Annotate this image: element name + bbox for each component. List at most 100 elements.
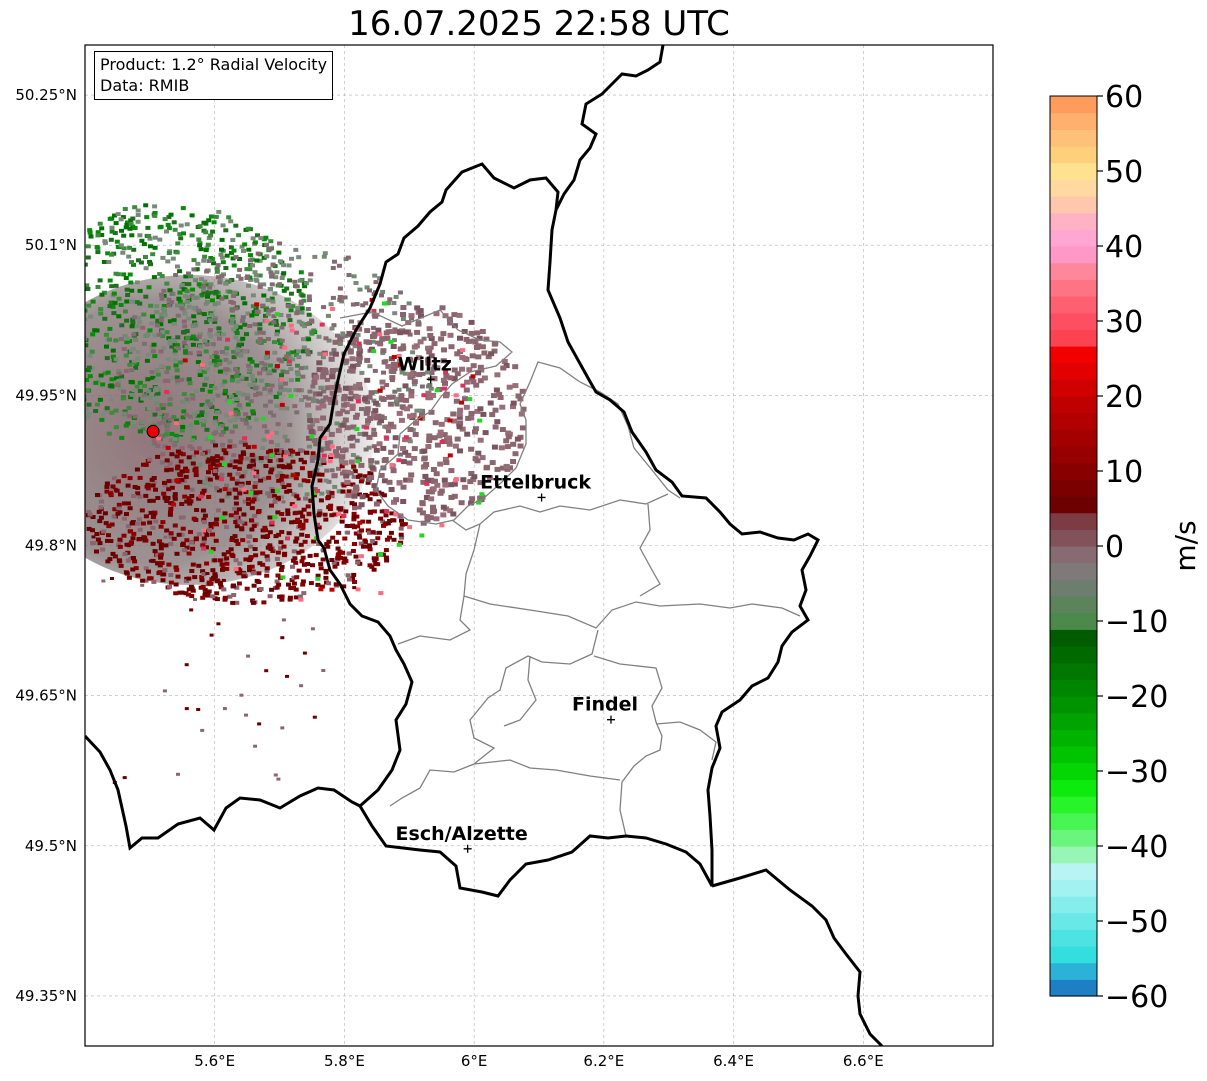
radar-echo-pixel: [352, 506, 357, 511]
radar-echo-pixel: [283, 474, 289, 479]
radar-echo-pixel: [181, 330, 187, 334]
radar-echo-pixel: [209, 384, 215, 388]
radar-echo-pixel: [316, 525, 322, 530]
radar-echo-pixel: [164, 412, 169, 417]
radar-echo-pixel: [251, 523, 257, 528]
radar-echo-pixel: [436, 433, 443, 439]
radar-echo-pixel: [85, 368, 91, 373]
radar-echo-pixel: [165, 496, 171, 500]
radar-echo-pixel: [154, 368, 160, 373]
radar-echo-pixel: [353, 531, 359, 536]
radar-echo-pixel: [218, 581, 223, 586]
radar-echo-pixel: [354, 438, 360, 443]
radar-echo-pixel: [46, 263, 51, 267]
radar-echo-pixel: [285, 508, 291, 513]
radar-echo-pixel: [275, 422, 281, 427]
radar-echo-pixel: [250, 466, 256, 471]
radar-echo-pixel: [336, 263, 342, 268]
radar-echo-pixel: [300, 374, 306, 379]
radar-echo-pixel: [169, 452, 175, 457]
radar-echo-pixel: [274, 312, 280, 317]
radar-echo-pixel: [264, 568, 270, 573]
radar-echo-pixel: [442, 380, 448, 386]
radar-echo-pixel: [115, 244, 121, 249]
radar-echo-pixel: [251, 444, 257, 449]
radar-echo-pixel: [234, 397, 240, 401]
radar-echo-pixel: [193, 598, 197, 601]
radar-echo-pixel: [243, 547, 249, 552]
radar-echo-pixel: [184, 707, 189, 711]
radar-echo-pixel: [342, 417, 349, 423]
colorbar-segment: [1050, 212, 1097, 230]
radar-echo-pixel: [242, 436, 248, 441]
radar-echo-pixel: [305, 402, 311, 408]
radar-echo-pixel: [242, 322, 248, 327]
radar-echo-pixel: [406, 301, 412, 306]
radar-echo-pixel: [459, 426, 466, 432]
radar-echo-pixel: [459, 366, 465, 372]
radar-echo-pixel: [229, 476, 235, 481]
radar-echo-pixel: [184, 299, 190, 304]
radar-echo-pixel: [137, 288, 143, 293]
radar-echo-pixel: [50, 282, 55, 286]
radar-echo-pixel: [158, 546, 164, 551]
city-findel: Findel: [572, 694, 638, 724]
radar-echo-pixel: [300, 579, 306, 584]
radar-echo-pixel: [397, 452, 403, 457]
radar-echo-pixel: [291, 575, 297, 580]
radar-echo-pixel: [173, 363, 179, 368]
radar-echo-pixel: [122, 333, 128, 338]
radar-echo-pixel: [280, 726, 285, 730]
radar-echo-pixel: [292, 279, 298, 284]
radar-echo-pixel: [246, 363, 252, 368]
radar-echo-pixel: [88, 314, 94, 319]
radar-echo-pixel: [405, 320, 412, 326]
radar-echo-pixel: [79, 367, 84, 371]
radar-echo-pixel: [201, 572, 207, 577]
radar-echo-pixel: [212, 572, 218, 577]
radar-echo-pixel: [321, 305, 327, 310]
radar-echo-pixel: [250, 304, 256, 309]
radar-echo-pixel: [153, 386, 159, 391]
radar-echo-pixel: [199, 362, 205, 367]
radar-echo-pixel: [422, 473, 429, 479]
radar-echo-pixel: [439, 305, 446, 311]
radar-echo-pixel: [207, 477, 213, 482]
radar-echo-pixel: [123, 225, 129, 230]
radar-echo-pixel: [214, 454, 220, 459]
radar-echo-pixel: [373, 280, 379, 285]
radar-echo-pixel: [296, 550, 302, 555]
radar-echo-pixel: [367, 364, 373, 369]
radar-echo-pixel: [382, 522, 388, 527]
radar-echo-pixel: [214, 597, 220, 602]
radar-echo-pixel: [224, 525, 229, 530]
radar-echo-pixel: [192, 412, 198, 417]
radar-echo-pixel: [294, 520, 299, 524]
radar-echo-pixel: [268, 321, 274, 326]
radar-echo-pixel: [177, 472, 183, 477]
radar-echo-pixel: [278, 388, 284, 393]
radar-echo-pixel: [266, 434, 271, 439]
radar-echo-pixel: [351, 515, 357, 520]
colorbar-tick-label: 0: [1105, 530, 1124, 565]
radar-echo-pixel: [464, 431, 471, 437]
radar-echo-pixel: [85, 388, 91, 393]
radar-echo-pixel: [280, 322, 286, 327]
radar-echo-pixel: [108, 491, 114, 496]
radar-echo-pixel: [130, 567, 136, 572]
radar-echo-pixel: [116, 371, 122, 376]
radar-echo-pixel: [150, 314, 155, 319]
radar-echo-pixel: [440, 504, 447, 510]
radar-echo-pixel: [201, 546, 207, 551]
colorbar-segment: [1050, 129, 1097, 147]
radar-echo-pixel: [265, 337, 271, 341]
radar-echo-pixel: [493, 387, 500, 393]
radar-echo-pixel: [392, 435, 399, 441]
radar-echo-pixel: [227, 472, 233, 477]
radar-echo-pixel: [120, 215, 126, 220]
radar-echo-pixel: [354, 427, 360, 432]
radar-echo-pixel: [389, 394, 396, 400]
radar-echo-pixel: [124, 318, 130, 323]
radar-echo-pixel: [291, 585, 296, 590]
radar-echo-pixel: [321, 453, 327, 458]
